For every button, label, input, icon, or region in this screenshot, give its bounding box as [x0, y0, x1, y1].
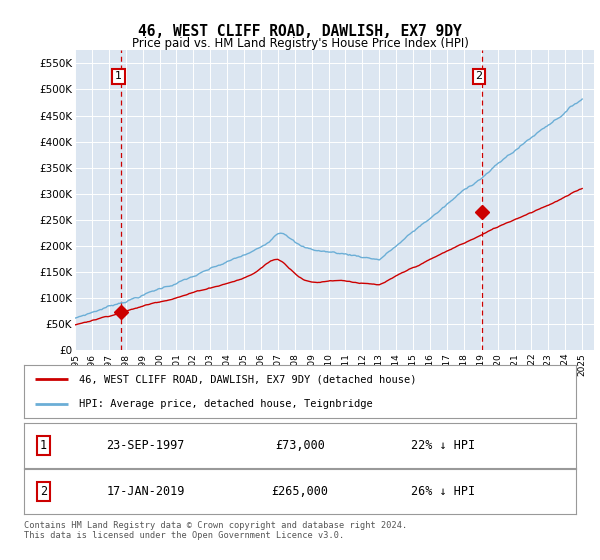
Text: 1: 1 — [115, 72, 122, 81]
Text: 17-JAN-2019: 17-JAN-2019 — [106, 485, 185, 498]
Text: 26% ↓ HPI: 26% ↓ HPI — [412, 485, 476, 498]
Text: HPI: Average price, detached house, Teignbridge: HPI: Average price, detached house, Teig… — [79, 399, 373, 409]
Text: 46, WEST CLIFF ROAD, DAWLISH, EX7 9DY (detached house): 46, WEST CLIFF ROAD, DAWLISH, EX7 9DY (d… — [79, 375, 416, 385]
Text: Price paid vs. HM Land Registry's House Price Index (HPI): Price paid vs. HM Land Registry's House … — [131, 37, 469, 50]
Text: 2: 2 — [40, 485, 47, 498]
Text: Contains HM Land Registry data © Crown copyright and database right 2024.
This d: Contains HM Land Registry data © Crown c… — [24, 521, 407, 540]
Text: 23-SEP-1997: 23-SEP-1997 — [106, 438, 185, 452]
Text: 2: 2 — [475, 72, 482, 81]
Text: 1: 1 — [40, 438, 47, 452]
Text: 22% ↓ HPI: 22% ↓ HPI — [412, 438, 476, 452]
Text: £73,000: £73,000 — [275, 438, 325, 452]
Text: £265,000: £265,000 — [271, 485, 329, 498]
Text: 46, WEST CLIFF ROAD, DAWLISH, EX7 9DY: 46, WEST CLIFF ROAD, DAWLISH, EX7 9DY — [138, 24, 462, 39]
